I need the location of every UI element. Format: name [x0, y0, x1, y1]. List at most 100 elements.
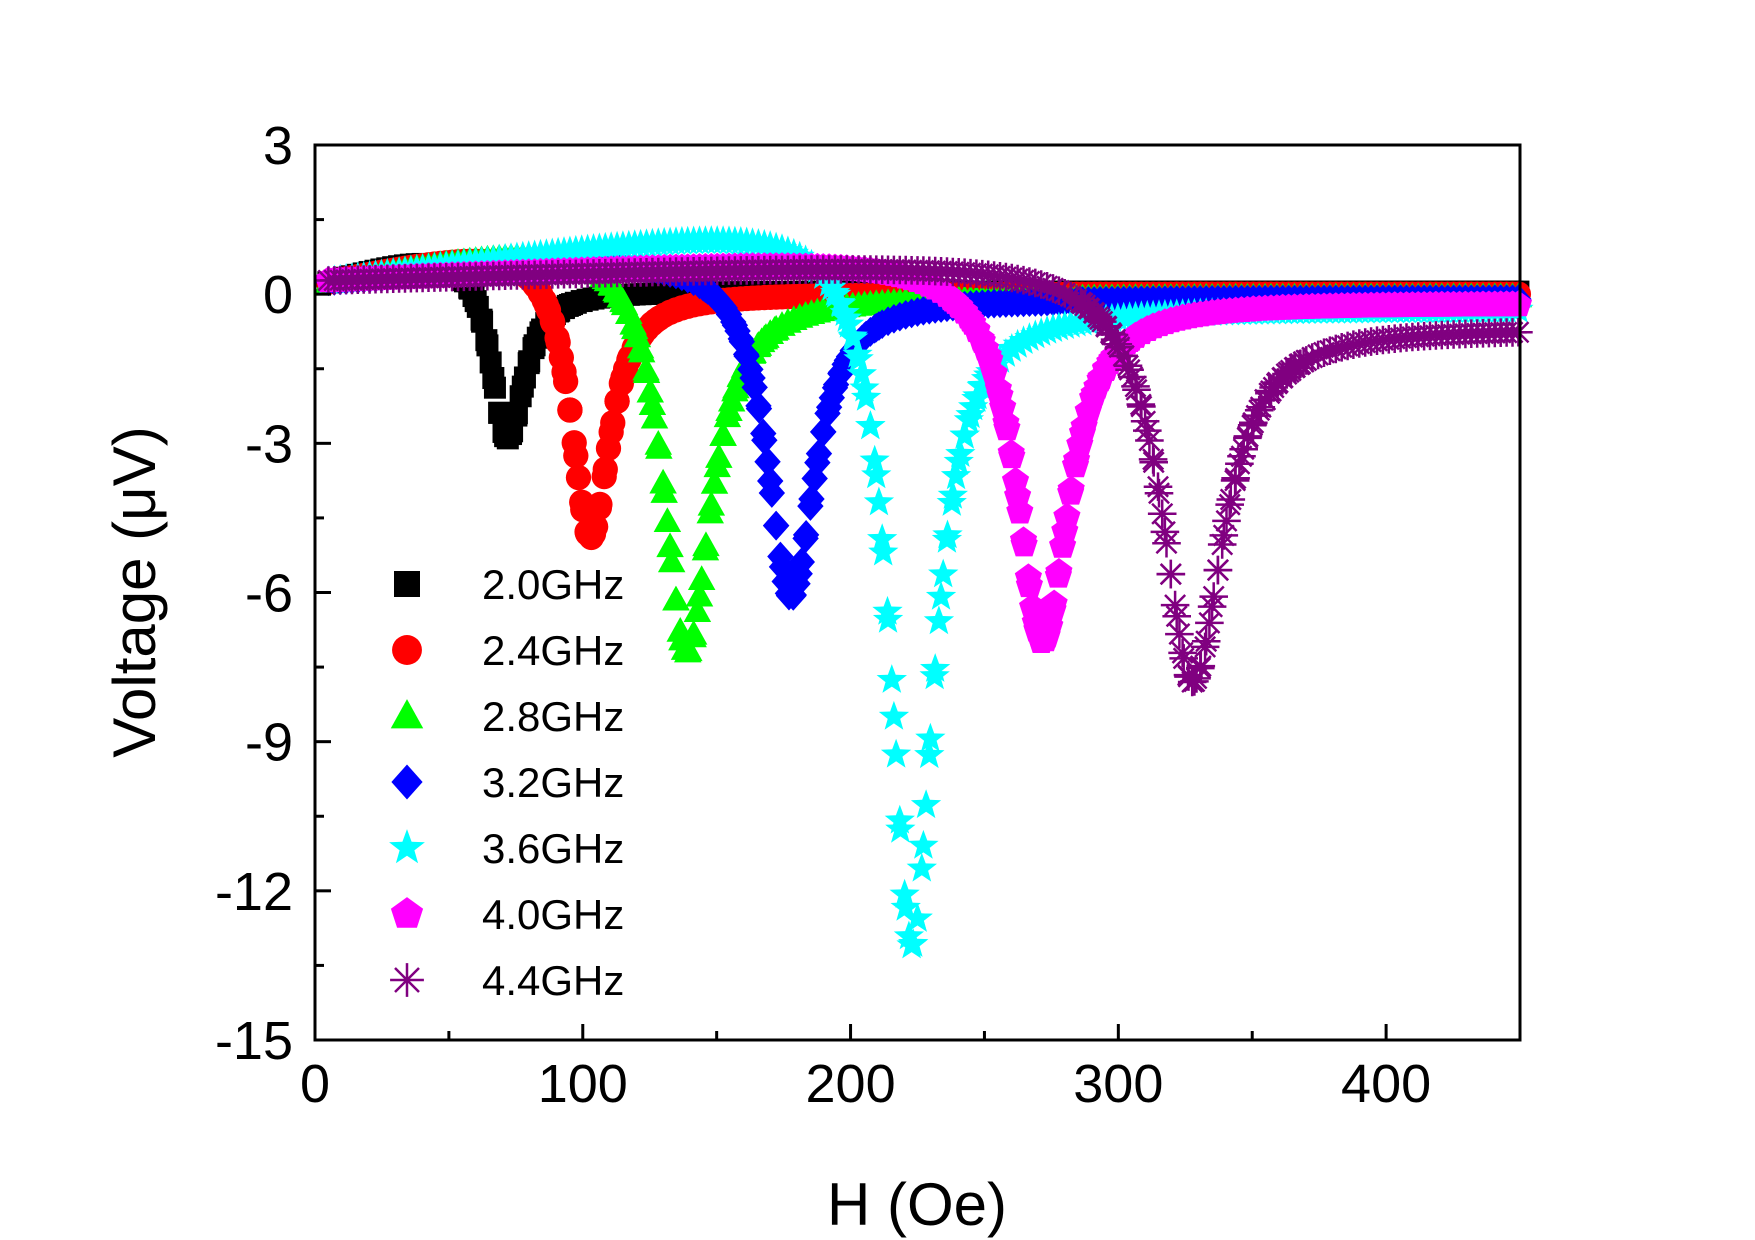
legend-label: 4.4GHz	[482, 957, 624, 1004]
data-point	[1182, 664, 1211, 693]
data-point	[915, 722, 946, 752]
data-point	[697, 490, 726, 516]
data-point	[1150, 517, 1180, 547]
data-point	[1115, 355, 1144, 385]
legend: 2.0GHz 2.4GHz 2.8GHz 3.2GHz 3.6GHz 4.0GHz 4.4G…	[389, 561, 624, 1004]
data-point	[692, 531, 720, 557]
data-point	[768, 551, 796, 582]
data-point	[825, 288, 857, 318]
data-point	[1156, 559, 1186, 589]
data-point	[557, 397, 583, 423]
data-point	[855, 410, 886, 440]
data-point	[636, 377, 665, 403]
data-point	[833, 308, 865, 338]
data-point	[859, 444, 890, 474]
data-point	[928, 558, 959, 588]
data-point	[868, 536, 899, 566]
data-point	[657, 547, 686, 573]
data-point	[780, 580, 807, 610]
data-point	[505, 402, 528, 425]
data-point	[798, 484, 825, 514]
legend-marker	[389, 829, 425, 864]
data-point	[1321, 334, 1351, 364]
data-point	[685, 581, 714, 607]
data-point	[565, 464, 592, 491]
series-4.4GHz	[314, 255, 1533, 697]
data-point	[632, 358, 661, 383]
data-point	[1195, 608, 1224, 638]
data-point	[640, 403, 669, 429]
data-point	[582, 514, 609, 540]
data-point	[1122, 375, 1151, 405]
data-point	[1309, 338, 1339, 367]
data-point	[945, 438, 976, 467]
data-point	[1233, 422, 1263, 451]
data-point	[627, 337, 656, 363]
legend-marker	[390, 897, 424, 928]
y-tick-label: -12	[215, 862, 293, 922]
data-point	[1216, 485, 1246, 514]
data-point	[483, 376, 506, 399]
data-point	[1032, 272, 1062, 301]
data-point	[1038, 274, 1068, 303]
legend-item: 3.2GHz	[391, 759, 624, 806]
data-point	[1327, 333, 1356, 362]
data-point	[923, 605, 955, 635]
data-point	[656, 532, 684, 558]
data-point	[587, 491, 613, 518]
legend-label: 2.4GHz	[482, 627, 624, 674]
legend-marker	[390, 963, 424, 997]
data-point	[792, 519, 820, 550]
data-point	[1009, 265, 1038, 295]
legend-item: 4.0GHz	[390, 891, 624, 938]
y-tick-label: -3	[245, 414, 293, 474]
data-point	[810, 417, 837, 447]
data-point	[1105, 332, 1134, 362]
data-point	[1191, 626, 1221, 656]
data-point	[1169, 644, 1198, 673]
data-point	[906, 852, 937, 882]
y-tick-label: 0	[263, 265, 293, 325]
data-point	[920, 653, 951, 682]
data-point	[898, 928, 929, 957]
data-point	[733, 341, 760, 371]
data-point	[1250, 385, 1280, 415]
data-point	[949, 419, 980, 449]
data-point	[885, 813, 916, 843]
x-tick-label: 100	[538, 1054, 628, 1114]
x-tick-label: 200	[806, 1054, 896, 1114]
data-point	[1040, 589, 1068, 616]
data-point	[745, 393, 773, 424]
data-point	[1044, 276, 1074, 305]
data-point	[1010, 530, 1038, 557]
data-point	[1229, 434, 1258, 464]
data-point	[932, 519, 963, 549]
data-point	[893, 920, 925, 950]
data-point	[662, 585, 690, 611]
data-point	[1504, 317, 1533, 347]
data-point	[1152, 528, 1181, 558]
data-point	[1297, 343, 1327, 372]
data-point	[820, 278, 852, 308]
data-point	[1053, 502, 1081, 529]
legend-item: 2.8GHz	[390, 693, 624, 740]
data-point	[600, 410, 626, 436]
data-point	[1303, 340, 1333, 370]
data-point	[751, 425, 778, 456]
legend-item: 4.4GHz	[390, 957, 624, 1004]
data-point	[1147, 499, 1177, 529]
data-point	[937, 479, 968, 509]
data-point	[1315, 336, 1345, 365]
data-point	[838, 322, 869, 352]
data-point	[762, 510, 790, 541]
y-tick-label: -9	[245, 713, 293, 773]
legend-label: 3.2GHz	[482, 759, 624, 806]
legend-item: 2.0GHz	[394, 561, 624, 608]
data-point	[675, 636, 703, 662]
data-point	[1021, 268, 1050, 298]
data-point	[471, 310, 494, 333]
data-point	[700, 469, 729, 494]
data-point	[1127, 392, 1156, 421]
data-point	[705, 443, 733, 468]
